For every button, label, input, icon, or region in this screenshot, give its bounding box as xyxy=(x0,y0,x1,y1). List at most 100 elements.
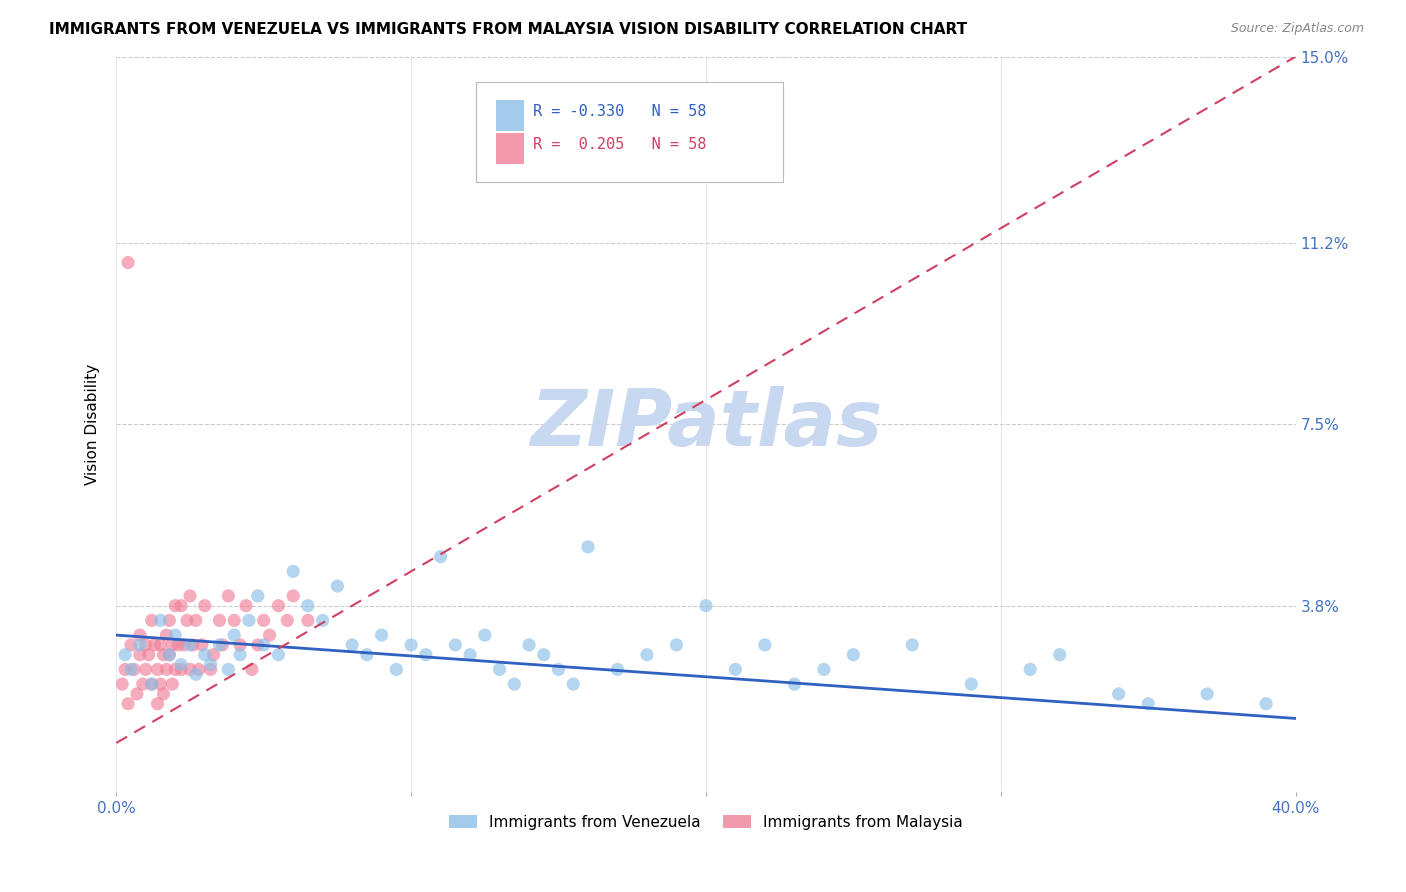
Point xyxy=(1108,687,1130,701)
Point xyxy=(170,662,193,676)
Point xyxy=(208,614,231,628)
Text: ZIPatlas: ZIPatlas xyxy=(530,386,882,462)
Point xyxy=(120,662,142,676)
Point xyxy=(813,662,835,676)
Point xyxy=(117,697,139,711)
Point xyxy=(1197,687,1219,701)
Point xyxy=(141,614,163,628)
Point xyxy=(176,614,198,628)
Point xyxy=(458,648,481,662)
Point xyxy=(1254,697,1277,711)
Point xyxy=(503,677,526,691)
Point xyxy=(311,614,333,628)
Point xyxy=(695,599,717,613)
Point xyxy=(253,614,276,628)
Point xyxy=(132,677,155,691)
Point xyxy=(165,662,187,676)
Text: Source: ZipAtlas.com: Source: ZipAtlas.com xyxy=(1230,22,1364,36)
Point xyxy=(194,648,217,662)
Point xyxy=(842,648,865,662)
Point xyxy=(122,662,145,676)
Point xyxy=(143,638,166,652)
Point xyxy=(184,614,207,628)
Point xyxy=(276,614,298,628)
Point xyxy=(128,638,150,652)
Point xyxy=(429,549,451,564)
Point xyxy=(224,628,246,642)
Point xyxy=(547,662,569,676)
Point xyxy=(217,662,239,676)
Point xyxy=(141,677,163,691)
Point xyxy=(259,628,281,642)
Point xyxy=(901,638,924,652)
Point xyxy=(179,638,201,652)
Point xyxy=(194,599,217,613)
Point xyxy=(960,677,983,691)
Text: R =  0.205   N = 58: R = 0.205 N = 58 xyxy=(533,137,706,153)
Point xyxy=(200,662,222,676)
Point xyxy=(246,589,269,603)
Point xyxy=(415,648,437,662)
Point xyxy=(125,687,148,701)
Point xyxy=(340,638,363,652)
FancyBboxPatch shape xyxy=(496,133,524,164)
Point xyxy=(297,599,319,613)
FancyBboxPatch shape xyxy=(477,82,783,182)
Point xyxy=(187,662,209,676)
Point xyxy=(444,638,467,652)
Point xyxy=(576,540,599,554)
Point xyxy=(217,589,239,603)
Point xyxy=(179,589,201,603)
Point xyxy=(165,628,187,642)
Point xyxy=(783,677,806,691)
Point xyxy=(240,662,263,676)
Point xyxy=(149,638,172,652)
Point xyxy=(1049,648,1071,662)
Point xyxy=(533,648,555,662)
Point xyxy=(211,638,233,652)
Point xyxy=(754,638,776,652)
Point xyxy=(606,662,628,676)
Text: 40.0%: 40.0% xyxy=(1271,801,1320,816)
Point xyxy=(146,697,169,711)
Text: R = -0.330   N = 58: R = -0.330 N = 58 xyxy=(533,104,706,120)
Point xyxy=(385,662,408,676)
Point xyxy=(724,662,747,676)
Point xyxy=(138,648,160,662)
Point xyxy=(517,638,540,652)
Point xyxy=(224,614,246,628)
Point xyxy=(135,638,157,652)
Point xyxy=(167,638,190,652)
Point xyxy=(179,662,201,676)
Point xyxy=(356,648,378,662)
Point xyxy=(246,638,269,652)
Point xyxy=(155,662,177,676)
Point xyxy=(238,614,260,628)
Point xyxy=(229,638,252,652)
Point xyxy=(253,638,276,652)
Point xyxy=(267,599,290,613)
Point xyxy=(146,662,169,676)
Point xyxy=(157,648,180,662)
Point xyxy=(157,614,180,628)
Point xyxy=(152,687,174,701)
Y-axis label: Vision Disability: Vision Disability xyxy=(86,364,100,485)
Point xyxy=(181,638,204,652)
Point xyxy=(149,614,172,628)
Point xyxy=(162,638,184,652)
Point xyxy=(157,648,180,662)
Point xyxy=(135,662,157,676)
Point xyxy=(165,599,187,613)
Point xyxy=(162,677,184,691)
Point xyxy=(562,677,585,691)
Point xyxy=(128,628,150,642)
Point xyxy=(326,579,349,593)
Point xyxy=(117,255,139,269)
Point xyxy=(370,628,392,642)
Point xyxy=(283,565,305,579)
Point xyxy=(141,677,163,691)
Legend: Immigrants from Venezuela, Immigrants from Malaysia: Immigrants from Venezuela, Immigrants fr… xyxy=(443,808,969,836)
Point xyxy=(120,638,142,652)
Point xyxy=(155,628,177,642)
Point xyxy=(229,648,252,662)
